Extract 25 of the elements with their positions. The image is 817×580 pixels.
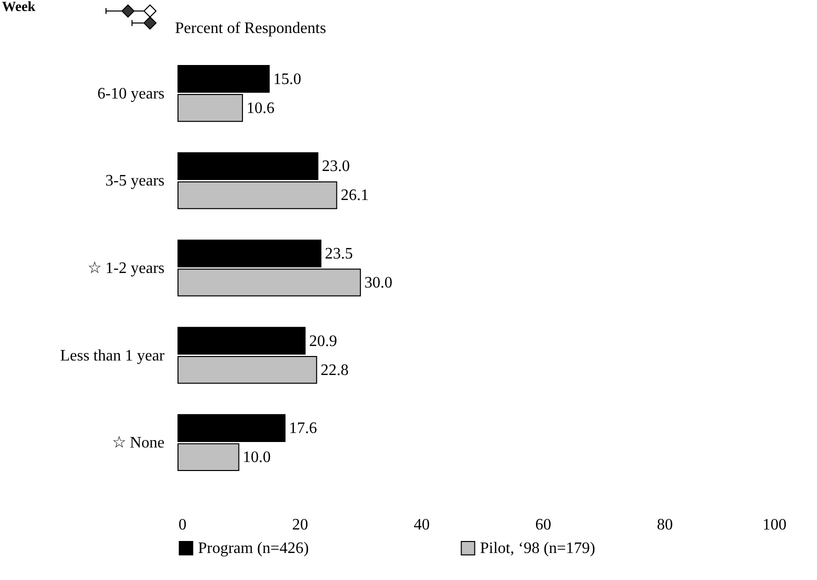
chart-subtitle: Percent of Respondents xyxy=(175,20,326,38)
data-label: 10.6 xyxy=(246,100,274,117)
y-tick-label: 6-10 years xyxy=(97,85,164,102)
data-label: 23.5 xyxy=(324,245,353,262)
x-tick-label: 80 xyxy=(656,516,673,534)
y-tick-label: 3-5 years xyxy=(105,172,164,190)
data-label: 22.8 xyxy=(320,362,349,379)
x-tick-label: 100 xyxy=(762,516,786,534)
y-tick-label: Less than 1 year xyxy=(60,347,166,364)
x-tick-label: 60 xyxy=(535,516,552,534)
data-label: 23.0 xyxy=(322,158,350,176)
data-label: 10.0 xyxy=(242,449,271,466)
legend-label: Pilot, ‘98 (n=179) xyxy=(480,540,596,558)
x-tick-label: 0 xyxy=(178,516,186,534)
x-tick-label: 40 xyxy=(414,516,430,534)
data-label: 26.1 xyxy=(340,187,369,204)
data-label: 20.9 xyxy=(309,332,338,350)
x-tick-label: 20 xyxy=(292,516,308,534)
data-label: 30.0 xyxy=(364,274,392,292)
y-tick-label: ☆ None xyxy=(112,434,164,452)
y-tick-label: ☆ 1-2 years xyxy=(87,260,164,277)
data-label: 17.6 xyxy=(289,420,318,438)
legend-label: Program (n=426) xyxy=(198,540,309,558)
text: Week xyxy=(2,0,36,16)
data-label: 15.0 xyxy=(273,70,302,88)
